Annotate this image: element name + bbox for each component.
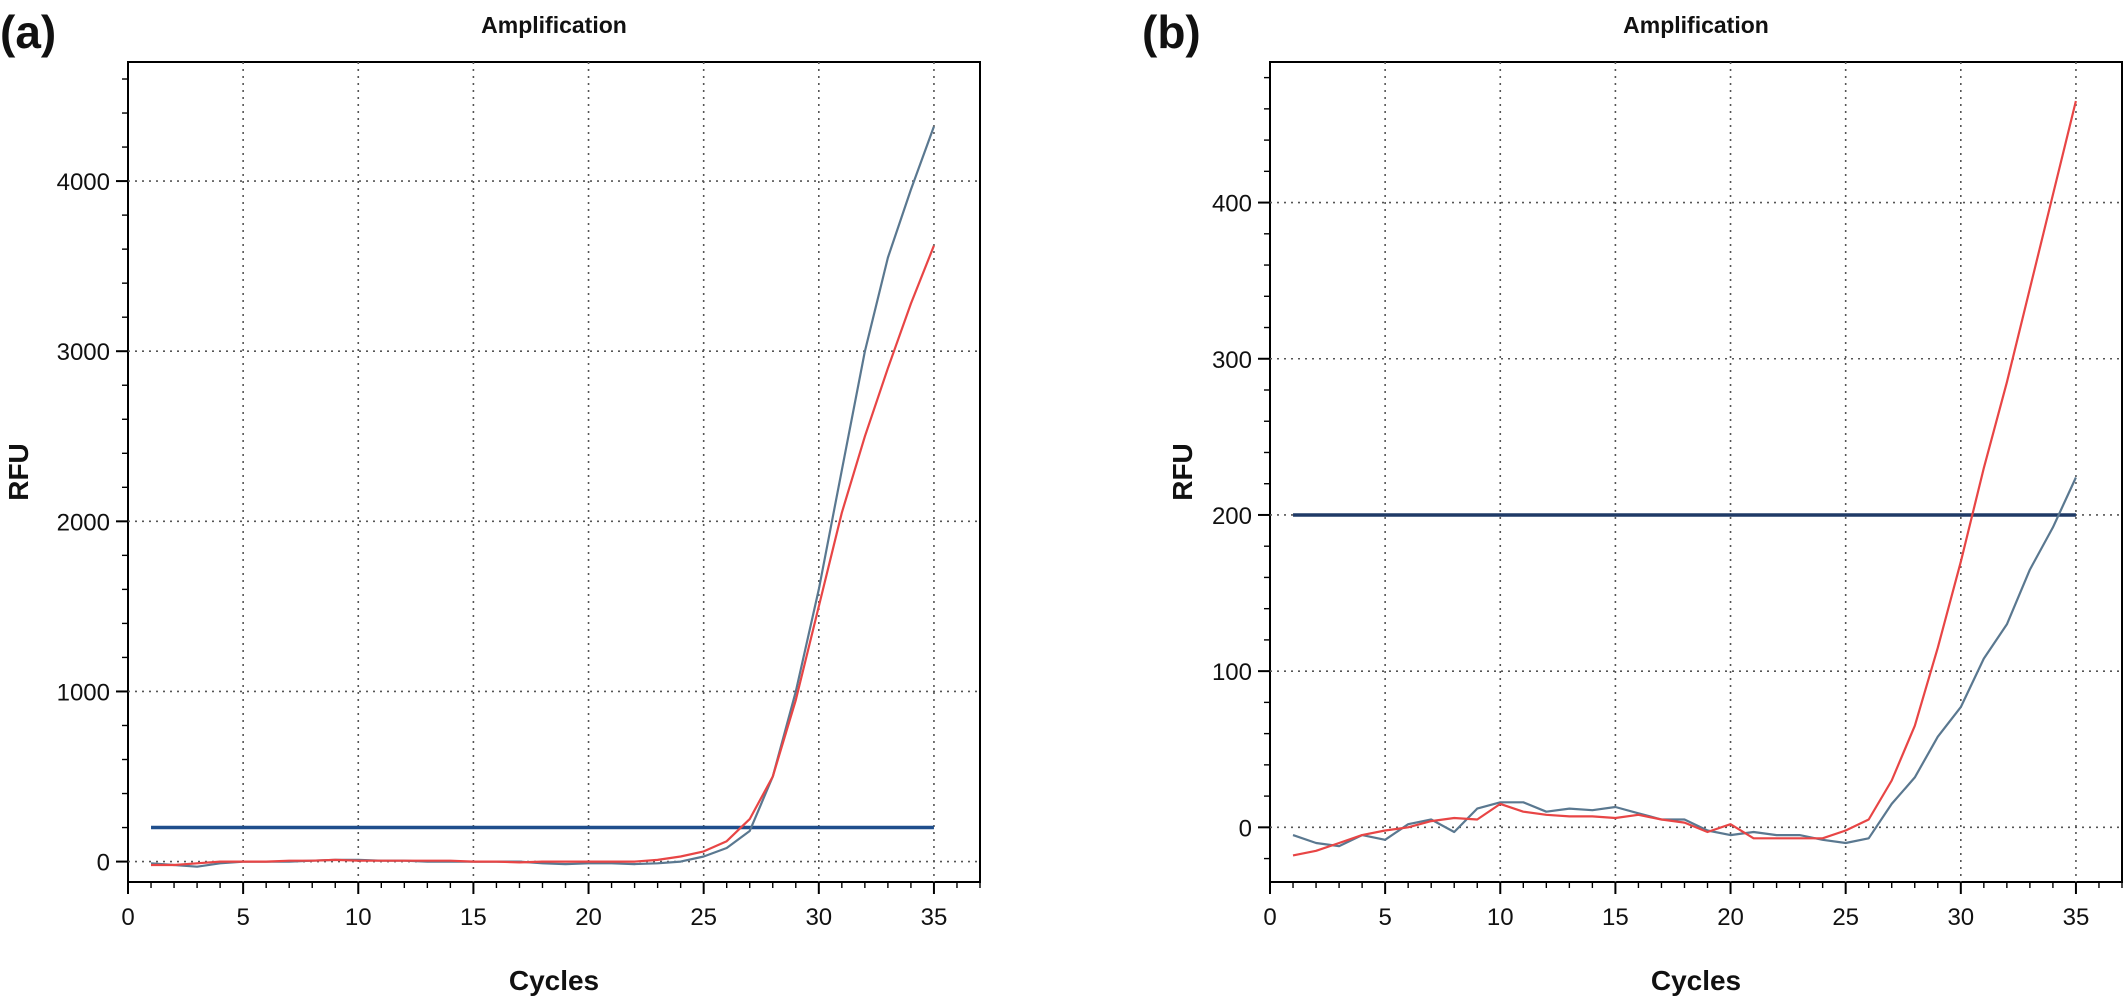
y-tick-label-b-0: 0 xyxy=(1239,815,1252,842)
panel-letter-b: (b) xyxy=(1142,6,1201,58)
x-tick-label-b-35: 35 xyxy=(2063,904,2090,931)
series-line-b-1 xyxy=(1292,100,2077,857)
panel-letter-a: (a) xyxy=(0,6,56,58)
y-tick-label-a-2000: 2000 xyxy=(57,509,110,536)
chart-title-a: Amplification xyxy=(481,12,627,38)
x-tick-label-a-35: 35 xyxy=(921,904,948,931)
y-tick-label-b-400: 400 xyxy=(1212,191,1252,218)
x-tick-label-b-0: 0 xyxy=(1263,904,1276,931)
y-tick-label-a-4000: 4000 xyxy=(57,169,110,196)
x-tick-label-a-15: 15 xyxy=(460,904,487,931)
series-a xyxy=(150,126,935,868)
x-axis-label-a: Cycles xyxy=(509,965,599,996)
chart-title-b: Amplification xyxy=(1623,12,1769,38)
ticks-a: 0 5 10 15 20 25 30 35 0 1000 2000 3000 4000 xyxy=(57,78,981,931)
panel-b: (b) Amplification 0 5 10 15 20 25 30 35 0 100 200 3… xyxy=(1142,6,2123,996)
x-tick-label-b-20: 20 xyxy=(1717,904,1744,931)
x-tick-label-a-30: 30 xyxy=(805,904,832,931)
plot-frame-a xyxy=(127,61,981,883)
x-tick-label-b-25: 25 xyxy=(1832,904,1859,931)
grid-a xyxy=(128,62,980,882)
series-line-a-0 xyxy=(150,126,935,868)
y-tick-label-a-0: 0 xyxy=(97,850,110,877)
series-line-a-1 xyxy=(151,245,935,867)
plot-frame-b xyxy=(1269,61,2123,883)
x-tick-label-a-20: 20 xyxy=(575,904,602,931)
y-tick-label-b-200: 200 xyxy=(1212,503,1252,530)
grid-b xyxy=(1270,62,2122,882)
x-tick-label-b-5: 5 xyxy=(1378,904,1391,931)
y-axis-label-b: RFU xyxy=(1167,443,1198,501)
x-tick-label-a-25: 25 xyxy=(690,904,717,931)
series-line-b-0 xyxy=(1292,477,2077,848)
panel-a: (a) Amplification 0 5 10 15 20 25 30 35 0 1000 200… xyxy=(0,6,981,996)
y-tick-label-b-100: 100 xyxy=(1212,659,1252,686)
x-tick-label-a-0: 0 xyxy=(121,904,134,931)
x-tick-label-a-10: 10 xyxy=(345,904,372,931)
x-tick-label-b-15: 15 xyxy=(1602,904,1629,931)
x-tick-label-b-10: 10 xyxy=(1487,904,1514,931)
y-tick-label-b-300: 300 xyxy=(1212,347,1252,374)
x-axis-label-b: Cycles xyxy=(1651,965,1741,996)
series-b xyxy=(1292,100,2077,857)
ticks-b: 0 5 10 15 20 25 30 35 0 100 200 300 400 xyxy=(1212,76,2123,931)
y-tick-label-a-1000: 1000 xyxy=(57,679,110,706)
x-tick-label-b-30: 30 xyxy=(1947,904,1974,931)
y-tick-label-a-3000: 3000 xyxy=(57,339,110,366)
y-axis-label-a: RFU xyxy=(3,443,34,501)
x-tick-label-a-5: 5 xyxy=(236,904,249,931)
